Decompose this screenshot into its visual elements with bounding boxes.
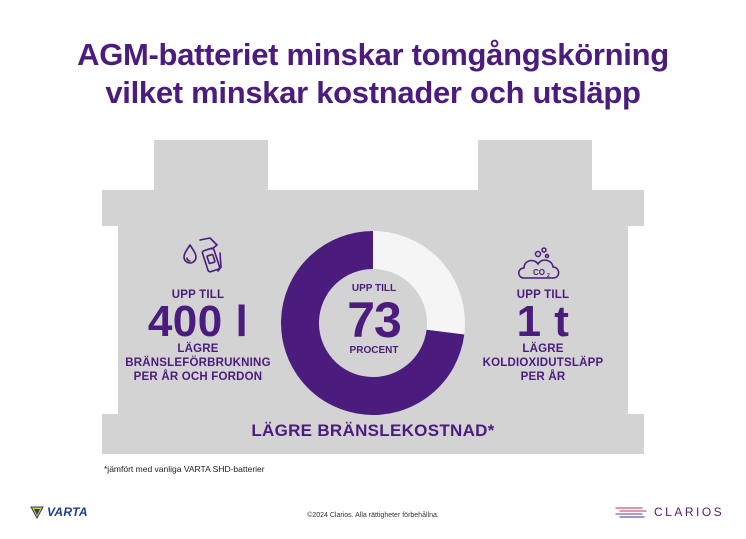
footnote: *jämfört med vanliga VARTA SHD-batterier bbox=[104, 464, 265, 474]
varta-logo: VARTA bbox=[30, 505, 88, 519]
co2-cloud-icon: CO 2 bbox=[518, 247, 560, 279]
donut-chart bbox=[281, 231, 465, 415]
co2-stat-line-2: KOLDIOXIDUTSLÄPP bbox=[482, 357, 604, 369]
battery-terminal-left bbox=[154, 140, 268, 192]
fuel-stat-value: 400 l bbox=[147, 297, 249, 346]
battery-body bbox=[102, 190, 644, 454]
percent-stat-suffix: PROCENT bbox=[349, 345, 399, 356]
co2-stat-line-1: LÄGRE bbox=[522, 343, 564, 355]
co2-stat: UPP TILL 1 t LÄGRE KOLDIOXIDUTSLÄPP PER … bbox=[478, 288, 608, 384]
percent-stat: UPP TILL 73 PROCENT bbox=[334, 283, 414, 357]
fuel-stat-line-2: BRÄNSLEFÖRBRUKNING bbox=[125, 357, 271, 369]
battery-terminal-right bbox=[478, 140, 592, 192]
clarios-wordmark: CLARIOS bbox=[654, 505, 725, 519]
fuel-stat-line-1: LÄGRE bbox=[177, 343, 219, 355]
co2-label: CO bbox=[533, 268, 545, 277]
svg-text:2: 2 bbox=[547, 273, 550, 279]
fuel-nozzle-icon bbox=[183, 237, 222, 273]
co2-stat-prefix: UPP TILL bbox=[516, 289, 570, 301]
fuel-stat-line-3: PER ÅR OCH FORDON bbox=[133, 371, 263, 383]
headline: AGM-batteriet minskar tomgångskörning vi… bbox=[0, 36, 746, 112]
co2-stat-line-3: PER ÅR bbox=[520, 371, 566, 383]
fuel-stat: UPP TILL 400 l LÄGRE BRÄNSLEFÖRBRUKNING … bbox=[118, 288, 278, 384]
varta-emblem-icon bbox=[30, 506, 44, 519]
percent-stat-value: 73 bbox=[347, 292, 402, 348]
clarios-emblem-icon bbox=[615, 507, 647, 518]
co2-stat-value: 1 t bbox=[516, 297, 570, 346]
donut-arc bbox=[281, 231, 465, 415]
headline-line-1: AGM-batteriet minskar tomgångskörning bbox=[77, 37, 669, 72]
percent-stat-prefix: UPP TILL bbox=[351, 283, 397, 294]
fuel-stat-prefix: UPP TILL bbox=[171, 289, 225, 301]
copyright: ©2024 Clarios. Alla rättigheter förbehål… bbox=[307, 512, 439, 519]
clarios-logo: CLARIOS bbox=[614, 505, 724, 519]
subtitle: LÄGRE BRÄNSLEKOSTNAD* bbox=[251, 421, 495, 440]
varta-wordmark: VARTA bbox=[47, 505, 88, 519]
headline-line-2: vilket minskar kostnader och utsläpp bbox=[105, 75, 641, 110]
